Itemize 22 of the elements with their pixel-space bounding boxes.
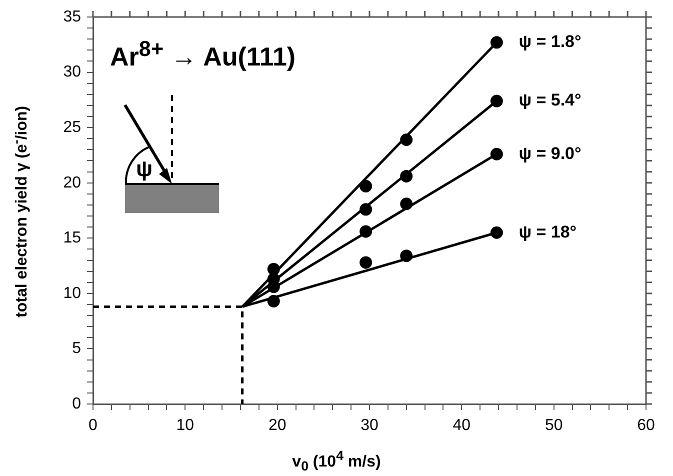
series-label: ψ = 9.0° — [518, 144, 582, 163]
y-tick-label: 15 — [63, 230, 82, 247]
y-tick-label: 30 — [63, 64, 82, 81]
y-tick-label: 35 — [63, 8, 82, 26]
y-tick-label: 25 — [63, 118, 82, 136]
x-tick-label: 0 — [88, 417, 98, 434]
x-tick-label: 60 — [637, 417, 655, 434]
x-tick-label: 40 — [452, 417, 471, 434]
y-tick-label: 20 — [63, 174, 82, 192]
text: Ar$^{8+}$ → Au(111) — [110, 36, 296, 73]
x-tick-label: 10 — [176, 417, 194, 434]
x-tick-label: 30 — [360, 417, 378, 434]
series-label: ψ = 5.4° — [518, 90, 582, 110]
x-tick-label: 50 — [544, 417, 563, 434]
y-tick-label: 5 — [72, 340, 82, 358]
series-label: ψ = 1.8° — [518, 32, 582, 52]
annotation: ψ — [136, 156, 153, 182]
y-tick-label: 0 — [72, 395, 82, 412]
series-label: ψ = 18° — [518, 222, 577, 242]
x-axis-title: v$_{0}$ (10$^{4}$ m/s) — [291, 448, 382, 474]
x-tick-label: 20 — [268, 417, 286, 434]
y-tick-label: 10 — [63, 284, 82, 302]
